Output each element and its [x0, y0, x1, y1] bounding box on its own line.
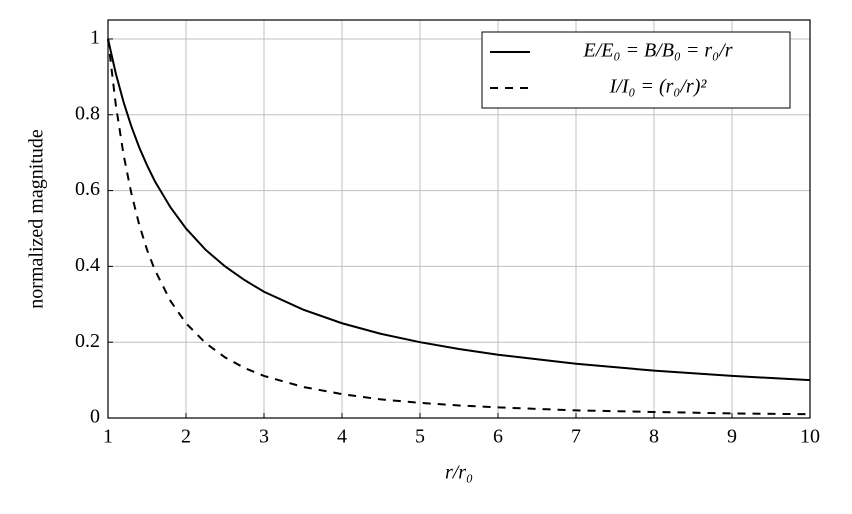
legend-label: E/E₀ = B/B₀ = r₀/r	[583, 40, 733, 62]
legend-label: I/I₀ = (r₀/r)²	[609, 76, 708, 98]
x-tick-label: 8	[649, 426, 659, 448]
x-tick-label: 10	[800, 426, 820, 448]
x-tick-label: 1	[103, 426, 113, 448]
y-tick-label: 0.2	[75, 330, 100, 352]
x-tick-label: 6	[493, 426, 503, 448]
line-series	[107, 38, 811, 382]
x-axis-label: r/r₀	[445, 462, 473, 484]
y-tick-label: 0.4	[75, 254, 100, 276]
x-tick-label: 5	[415, 426, 425, 448]
y-tick-label: 0.6	[75, 178, 100, 200]
y-tick-label: 0	[90, 406, 100, 428]
x-tick-label: 9	[727, 426, 737, 448]
y-tick-label: 0.8	[75, 102, 100, 124]
plot	[107, 38, 811, 416]
legend-box	[481, 31, 791, 109]
x-tick-label: 7	[571, 426, 581, 448]
x-tick-label: 2	[181, 426, 191, 448]
legend: E/E₀ = B/B₀ = r₀/r I/I₀ = (r₀/r)²	[481, 31, 791, 109]
x-tick-label: 3	[259, 426, 269, 448]
y-axis-label: normalized magnitude	[26, 129, 48, 309]
plot-frame	[107, 19, 811, 419]
y-tick-label: 1	[90, 27, 100, 49]
x-tick-label: 4	[337, 426, 347, 448]
